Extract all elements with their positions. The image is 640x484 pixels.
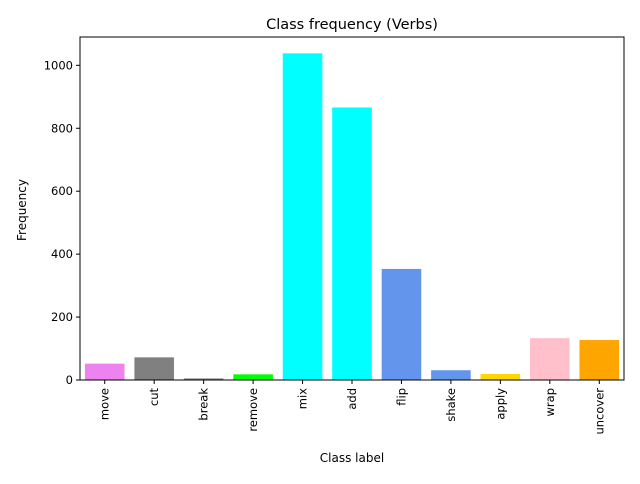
bar-shake — [431, 370, 471, 380]
bar-flip — [381, 268, 422, 380]
y-tick-label: 200 — [51, 310, 73, 324]
bars-layer — [84, 53, 620, 381]
x-tick-label-add: add — [345, 388, 359, 410]
x-axis-label: Class label — [320, 451, 384, 465]
bar-wrap — [530, 338, 570, 380]
chart-title: Class frequency (Verbs) — [266, 17, 438, 33]
x-tick-label-move: move — [98, 388, 112, 420]
y-tick-label: 1000 — [44, 58, 73, 72]
x-tick-label-remove: remove — [246, 388, 260, 432]
bar-remove — [233, 374, 273, 380]
bar-add — [332, 107, 372, 381]
y-tick-label: 800 — [51, 121, 73, 135]
y-axis: 0 200 400 600 800 1000 — [44, 58, 80, 387]
x-tick-label-flip: flip — [394, 388, 408, 406]
y-tick-label: 600 — [51, 184, 73, 198]
plot-frame — [79, 36, 625, 381]
x-tick-label-wrap: wrap — [543, 388, 557, 416]
x-tick-label-uncover: uncover — [592, 388, 606, 435]
y-axis-label: Frequency — [15, 179, 29, 241]
bar-apply — [480, 374, 521, 380]
bar-break — [183, 378, 224, 380]
x-tick-label-apply: apply — [493, 388, 507, 420]
y-tick-label: 0 — [66, 373, 73, 387]
bar-uncover — [579, 340, 620, 380]
bar-mix — [282, 53, 323, 381]
bar-cut — [134, 357, 174, 380]
x-tick-label-shake: shake — [444, 388, 458, 422]
x-tick-label-mix: mix — [296, 388, 310, 409]
bar-move — [84, 363, 125, 380]
x-axis: move cut break remove mix add flip shake apply wr… — [98, 380, 606, 435]
y-tick-label: 400 — [51, 247, 73, 261]
x-tick-label-cut: cut — [147, 388, 161, 407]
x-tick-label-break: break — [197, 388, 211, 421]
